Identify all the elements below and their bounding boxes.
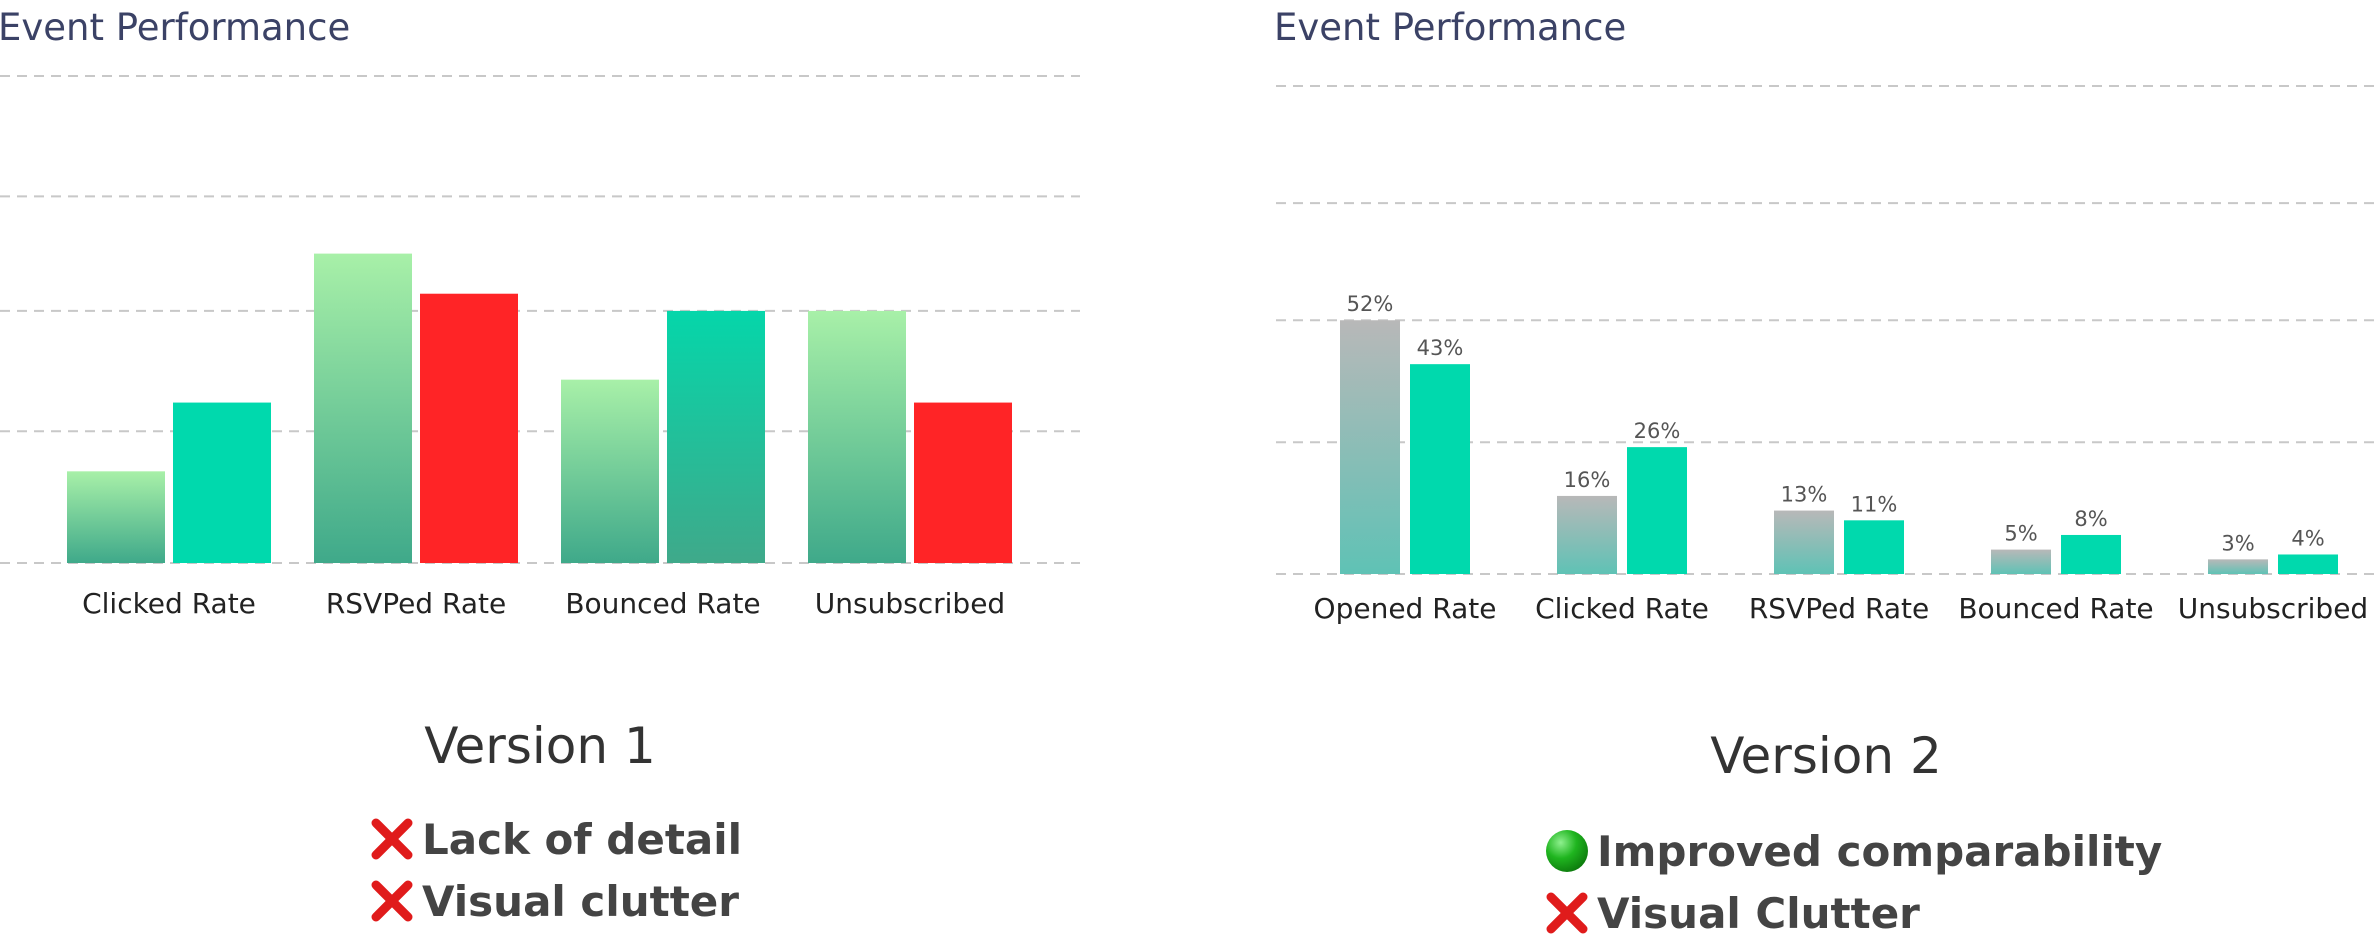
data-label: 16% bbox=[1564, 468, 1611, 492]
cross-mark-icon bbox=[371, 880, 413, 922]
category-label: Bounced Rate bbox=[1958, 592, 2153, 625]
bar bbox=[2061, 534, 2121, 574]
note-item: Visual Clutter bbox=[1543, 882, 2162, 944]
notes-list: Improved comparability Visual Clutter bbox=[1543, 820, 2162, 944]
cross-mark-icon bbox=[371, 818, 413, 860]
data-label: 5% bbox=[2004, 522, 2037, 546]
bar bbox=[420, 293, 518, 563]
note-item: Improved comparability bbox=[1543, 820, 2162, 882]
bar-chart: 52% 43% Opened Rate 16% 26% Clicked Rate 13% 11… bbox=[1276, 85, 2376, 625]
note-text: Improved comparability bbox=[1597, 826, 2163, 876]
data-label: 13% bbox=[1781, 483, 1828, 507]
version-title: Version 2 bbox=[1710, 727, 1942, 785]
bar bbox=[173, 402, 271, 563]
bar bbox=[67, 471, 165, 563]
chart-panel-version-1: Event Performance Clicked Rate RSVPed Rat… bbox=[0, 0, 1100, 946]
data-label: 43% bbox=[1417, 336, 1464, 360]
version-title: Version 1 bbox=[424, 717, 656, 775]
category-label: Unsubscribed bbox=[2178, 592, 2368, 625]
data-label: 26% bbox=[1634, 419, 1681, 443]
data-label: 52% bbox=[1347, 292, 1394, 316]
data-label: 8% bbox=[2074, 507, 2107, 531]
category-label: Opened Rate bbox=[1314, 592, 1497, 625]
notes-list: Lack of detail Visual clutter bbox=[368, 808, 742, 932]
bar bbox=[561, 379, 659, 563]
bar bbox=[1410, 364, 1470, 574]
bar-chart: Clicked Rate RSVPed Rate Bounced Rate Unsub… bbox=[0, 75, 1080, 620]
category-label: RSVPed Rate bbox=[326, 587, 506, 620]
note-item: Lack of detail bbox=[368, 808, 742, 870]
note-item: Visual clutter bbox=[368, 870, 742, 932]
category-label: Bounced Rate bbox=[565, 587, 760, 620]
bar bbox=[1557, 495, 1617, 574]
note-text: Visual clutter bbox=[422, 876, 739, 926]
category-label: Clicked Rate bbox=[82, 587, 256, 620]
note-text: Lack of detail bbox=[422, 814, 743, 864]
data-label: 4% bbox=[2291, 526, 2324, 550]
bar bbox=[1340, 320, 1400, 574]
bar bbox=[667, 310, 765, 563]
bar bbox=[1774, 510, 1834, 574]
category-label: Unsubscribed bbox=[815, 587, 1005, 620]
bar bbox=[914, 402, 1012, 563]
chart-title: Event Performance bbox=[1274, 6, 1627, 49]
category-label: Clicked Rate bbox=[1535, 592, 1709, 625]
cross-mark-icon bbox=[1546, 892, 1588, 934]
chart-panel-version-2: Event Performance 52% 43% Opened Rate 16% 26… bbox=[1260, 0, 2376, 946]
bar bbox=[1844, 520, 1904, 574]
data-label: 11% bbox=[1851, 492, 1898, 516]
bar bbox=[2208, 559, 2268, 574]
bar bbox=[808, 310, 906, 563]
chart-title: Event Performance bbox=[0, 6, 351, 49]
bar bbox=[1627, 447, 1687, 574]
green-circle-icon bbox=[1546, 830, 1588, 872]
category-label: RSVPed Rate bbox=[1749, 592, 1929, 625]
bar bbox=[314, 253, 412, 564]
bar bbox=[2278, 554, 2338, 574]
data-label: 3% bbox=[2221, 531, 2254, 555]
note-text: Visual Clutter bbox=[1597, 888, 1920, 938]
bar bbox=[1991, 549, 2051, 574]
